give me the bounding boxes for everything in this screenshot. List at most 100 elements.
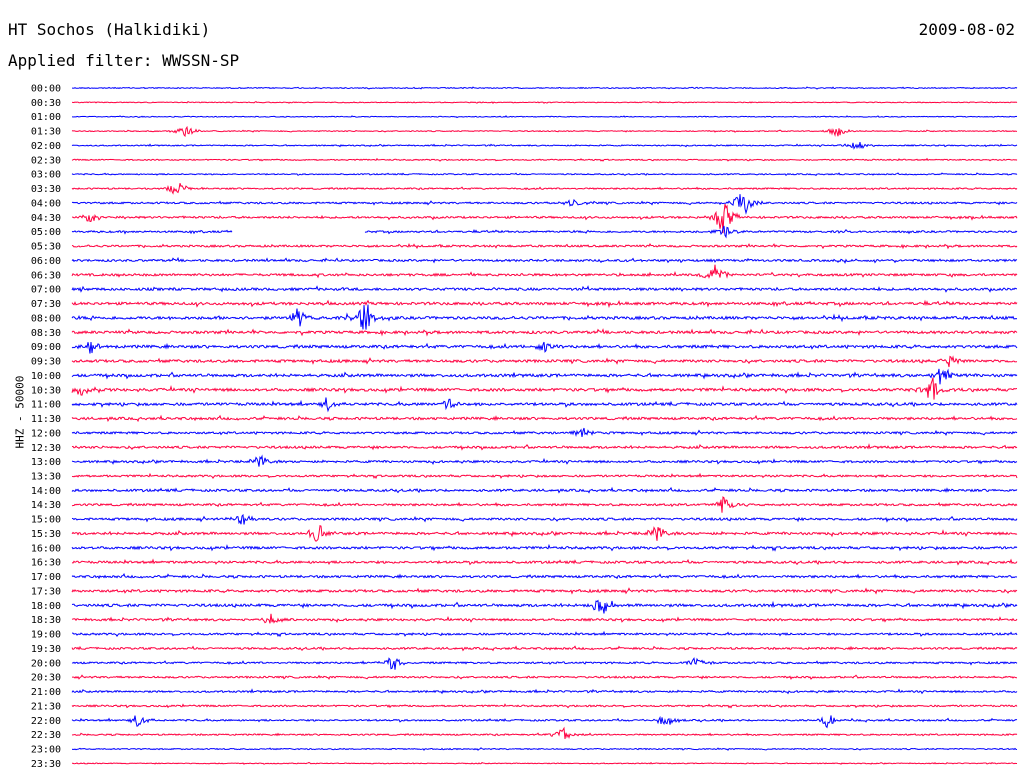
trace-1630 [71,558,1018,566]
trace-1100 [71,397,1018,413]
trace-2330 [71,761,1017,765]
row-time-label: 04:30 [31,213,61,224]
trace-1000 [71,368,1018,385]
trace-0730 [71,299,1018,309]
row-time-label: 17:30 [31,586,61,597]
row-time-label: 22:30 [31,730,61,741]
row-time-label: 03:00 [31,170,61,181]
trace-2230 [71,726,1018,739]
trace-1830 [71,613,1018,624]
trace-0900 [71,341,1018,354]
row-time-label: 11:00 [31,400,61,411]
row-time-label: 17:00 [31,572,61,583]
record-date: 2009-08-02 [918,20,1015,39]
row-time-label: 18:00 [31,601,61,612]
trace-1800 [71,599,1018,614]
row-time-label: 23:30 [31,759,61,770]
row-time-label: 23:00 [31,745,61,756]
trace-1600 [71,543,1018,552]
row-time-label: 08:00 [31,313,61,324]
trace-0400 [71,194,1018,215]
row-time-label: 11:30 [31,414,61,425]
row-time-label: 00:00 [31,84,61,95]
trace-0600 [71,256,1018,264]
trace-1700 [71,573,1018,580]
trace-2300 [71,747,1018,751]
trace-1330 [71,472,1018,480]
row-time-label: 08:30 [31,328,61,339]
row-time-label: 09:00 [31,342,61,353]
trace-1200 [71,427,1018,437]
row-time-label: 02:30 [31,155,61,166]
trace-1930 [71,645,1018,652]
trace-0200 [71,142,1018,150]
trace-2000 [71,657,1018,670]
trace-0530 [71,242,1018,250]
trace-1530 [71,524,1018,542]
row-time-label: 06:00 [31,256,61,267]
row-time-label: 04:00 [31,198,61,209]
trace-0030 [72,100,1018,104]
trace-1900 [72,630,1018,638]
trace-0300 [71,172,1018,177]
row-time-label: 10:30 [31,385,61,396]
trace-0100 [72,115,1018,119]
trace-0230 [71,157,1018,162]
trace-0330 [71,183,1018,195]
row-time-label: 16:00 [31,543,61,554]
row-time-label: 13:30 [31,471,61,482]
trace-2030 [72,674,1017,681]
trace-0930 [71,355,1018,368]
row-time-label: 22:00 [31,716,61,727]
trace-1730 [71,587,1018,595]
row-time-label: 01:00 [31,112,61,123]
row-time-label: 14:30 [31,500,61,511]
trace-0700 [71,285,1017,293]
trace-1130 [71,414,1018,423]
trace-1230 [71,443,1018,451]
row-time-label: 12:00 [31,428,61,439]
row-time-label: 00:30 [31,98,61,109]
row-time-label: 15:30 [31,529,61,540]
row-time-label: 06:30 [31,270,61,281]
row-time-label: 05:00 [31,227,61,238]
trace-2130 [71,703,1018,709]
trace-1030 [71,377,1017,400]
station-title: HT Sochos (Halkidiki) [8,20,211,39]
trace-1430 [71,496,1018,513]
row-time-label: 15:00 [31,515,61,526]
trace-1500 [71,513,1018,525]
row-time-label: 21:00 [31,687,61,698]
trace-0130 [71,125,1018,138]
trace-group [71,86,1018,765]
trace-2200 [71,715,1018,729]
row-time-label: 05:30 [31,242,61,253]
trace-1400 [71,486,1018,494]
row-time-label: 19:00 [31,630,61,641]
row-time-label: 09:30 [31,357,61,368]
row-time-label: 12:30 [31,443,61,454]
trace-1300 [71,454,1018,467]
time-label-group: 00:00 00:30 01:00 01:30 02:00 02:30 03:00 03:30… [31,84,61,770]
row-time-label: 10:00 [31,371,61,382]
row-time-label: 20:00 [31,658,61,669]
row-time-label: 16:30 [31,558,61,569]
row-time-label: 19:30 [31,644,61,655]
trace-0430 [72,203,1018,234]
row-time-label: 02:00 [31,141,61,152]
trace-0630 [71,264,1018,279]
row-time-label: 03:30 [31,184,61,195]
row-time-label: 21:30 [31,701,61,712]
trace-0800 [71,304,1018,330]
row-time-label: 07:00 [31,285,61,296]
row-time-label: 14:00 [31,486,61,497]
trace-0000 [72,86,1018,90]
filter-label: Applied filter: WWSSN-SP [8,51,240,70]
row-time-label: 13:00 [31,457,61,468]
trace-0830 [71,328,1018,337]
trace-0500 [71,225,1018,239]
row-time-label: 01:30 [31,127,61,138]
row-time-label: 18:30 [31,615,61,626]
row-time-label: 07:30 [31,299,61,310]
